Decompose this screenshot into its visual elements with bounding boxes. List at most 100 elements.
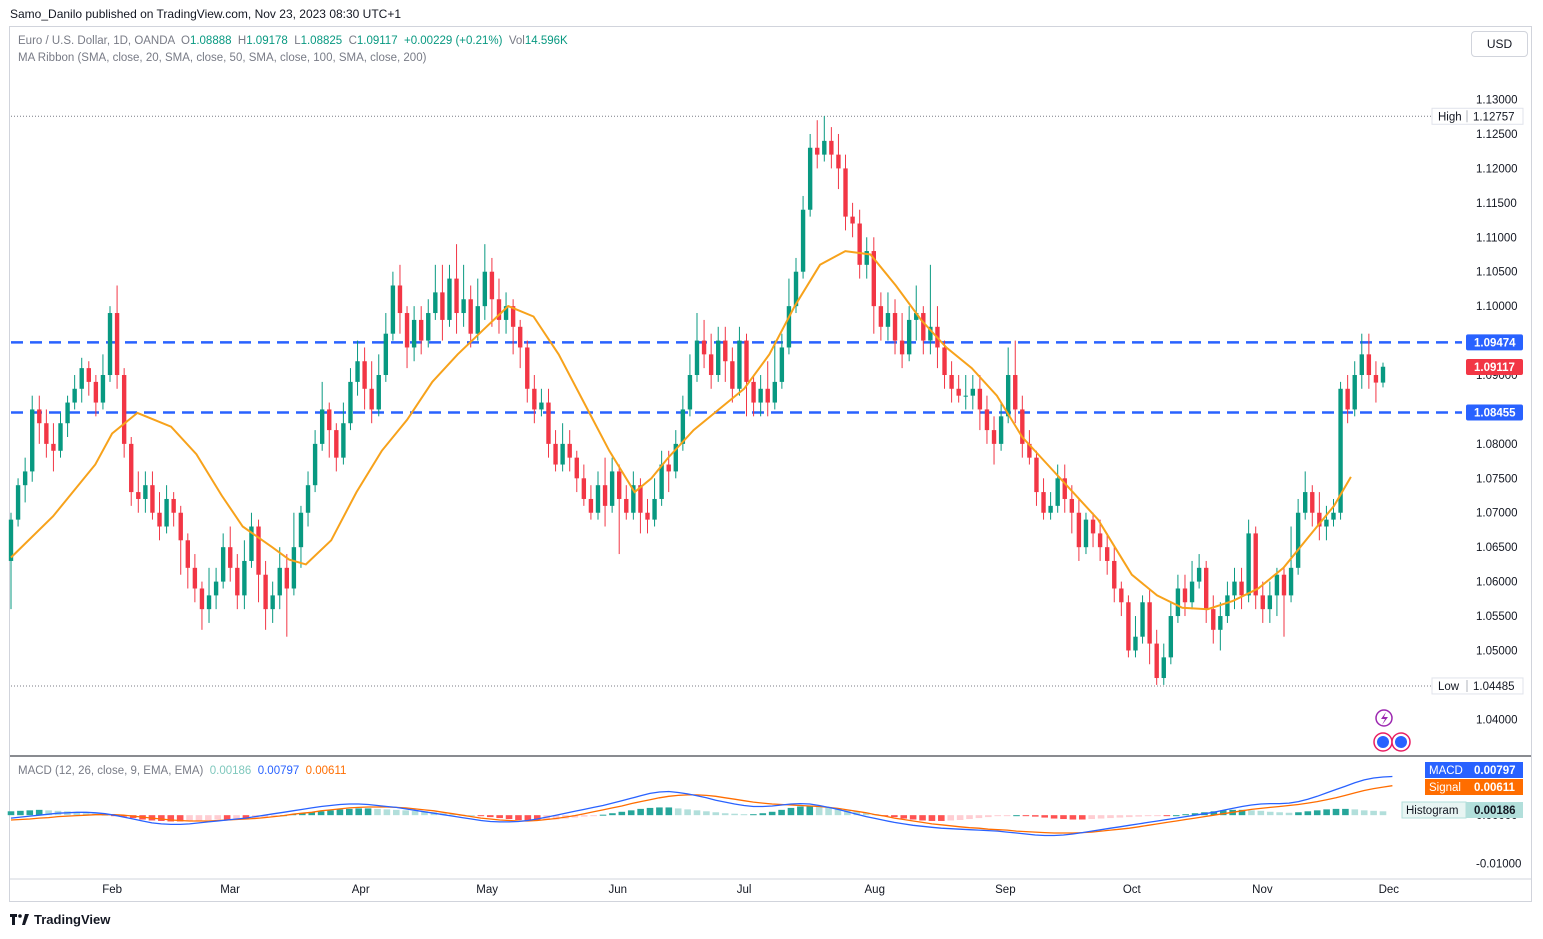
candle: [1090, 512, 1096, 548]
candle: [998, 402, 1004, 451]
macd-hist-bar: [1238, 809, 1246, 816]
candle-body: [857, 223, 862, 265]
macd-badge-value-box: [1466, 762, 1523, 778]
macd-hist-bar: [815, 805, 823, 816]
candle-body: [758, 388, 763, 403]
candle: [1083, 512, 1089, 555]
candle: [1076, 498, 1082, 561]
candle: [553, 430, 558, 472]
macd-hist-bar: [1342, 808, 1349, 816]
candle: [1140, 595, 1145, 644]
candle: [1133, 616, 1138, 658]
ma-ribbon-legend: MA Ribbon (SMA, close, 20, SMA, close, 5…: [18, 52, 427, 64]
macd-line: [10, 775, 1393, 837]
candle-body: [1373, 375, 1379, 383]
candle-body: [765, 388, 770, 403]
macd-hist-bar: [421, 811, 428, 816]
candle-body: [701, 340, 707, 355]
macd-hist-bar: [674, 808, 682, 816]
candle-body: [1303, 492, 1308, 513]
candle: [1055, 464, 1060, 513]
candle-body: [595, 485, 601, 513]
footer-brand: TradingView: [10, 912, 110, 927]
candle-body: [609, 471, 615, 506]
macd-hist-bar: [1154, 815, 1161, 817]
macd-hist-bar: [806, 805, 814, 816]
currency-button[interactable]: USD: [1471, 31, 1528, 57]
macd-hist-bar: [214, 815, 222, 820]
candle: [1338, 381, 1343, 520]
macd-legend: MACD (12, 26, close, 9, EMA, EMA) 0.0018…: [18, 765, 346, 777]
candle-body: [411, 319, 417, 348]
candle-body: [192, 567, 198, 589]
candle-body: [1196, 567, 1202, 582]
candle-body: [1260, 595, 1265, 610]
macd-hist-bar: [919, 815, 926, 821]
candle-body: [772, 381, 777, 403]
macd-hist-bar: [73, 812, 81, 816]
macd-hist-bar: [797, 806, 804, 816]
macd-hist-bar: [580, 815, 588, 817]
macd-hist-bar: [1304, 811, 1312, 816]
candle: [58, 412, 63, 458]
time-tick-oct: Oct: [1123, 884, 1142, 896]
macd-hist-bar: [1248, 810, 1255, 816]
candle: [15, 478, 21, 527]
candle-body: [1310, 492, 1315, 513]
macd-hist-bar: [1219, 810, 1227, 816]
candle: [369, 361, 374, 424]
candle-body: [1097, 533, 1103, 548]
candle-body: [426, 313, 431, 341]
macd-badge-name: Signal: [1429, 782, 1461, 794]
candle-body: [220, 547, 226, 582]
candle: [79, 357, 84, 403]
candle: [72, 375, 77, 410]
candle-body: [730, 361, 735, 389]
candle-body: [418, 319, 424, 341]
candle-body: [107, 313, 113, 376]
macd-hist-bar: [411, 810, 419, 816]
macd-hist-bar: [938, 815, 945, 821]
macd-hist-bar: [392, 809, 400, 816]
macd-hist-bar: [853, 811, 861, 816]
candle-body: [242, 560, 247, 596]
candle: [624, 485, 629, 520]
macd-hist-bar: [1323, 809, 1330, 816]
candle-body: [1359, 354, 1364, 376]
candle: [1267, 581, 1273, 623]
event-icon-dot: [1395, 736, 1407, 748]
candle-body: [885, 313, 891, 327]
footer-brand-label: TradingView: [34, 912, 111, 927]
time-tick-jun: Jun: [608, 884, 627, 896]
candle: [532, 375, 537, 424]
publisher-line: Samo_Danilo published on TradingView.com…: [10, 7, 402, 21]
macd-hist-bar: [261, 815, 269, 818]
candle-body: [482, 271, 488, 307]
high-marker-box: [1431, 107, 1524, 125]
candle-body: [1253, 533, 1258, 596]
candle: [652, 478, 657, 527]
macd-hist-bar: [891, 815, 898, 818]
candle-body: [440, 292, 445, 320]
candle-body: [1331, 512, 1336, 520]
candle: [327, 402, 332, 458]
candle: [807, 133, 813, 217]
candle: [305, 471, 311, 527]
candle-body: [645, 512, 650, 520]
candle-body: [617, 471, 622, 499]
candle-body: [185, 540, 190, 568]
flash-icon-bolt: [1381, 712, 1388, 725]
macd-hist-bar: [402, 810, 409, 816]
macd-hist-bar: [176, 815, 184, 822]
candle-body: [1317, 512, 1322, 527]
candle-body: [461, 299, 466, 314]
macd-hist-bar: [355, 808, 362, 816]
candle-body: [1274, 574, 1280, 596]
candle-body: [447, 278, 452, 320]
candle-body: [800, 209, 806, 272]
candle: [1005, 347, 1011, 424]
candle: [1154, 629, 1159, 685]
candle: [213, 567, 219, 610]
candle: [659, 450, 664, 506]
